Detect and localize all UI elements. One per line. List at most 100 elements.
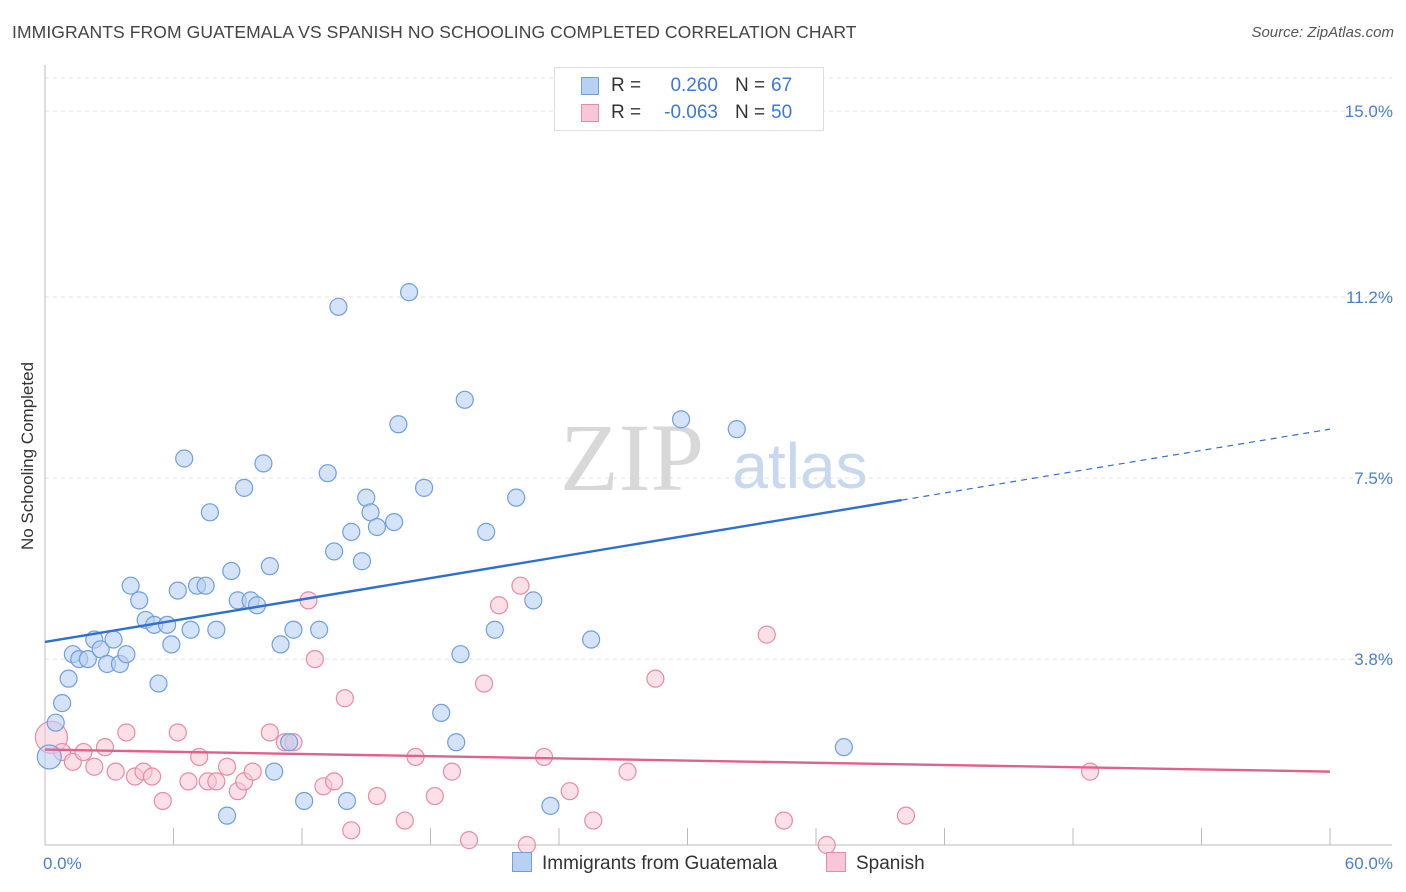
data-point-spanish xyxy=(342,821,361,840)
bottom-legend-swatch-pink xyxy=(826,852,846,872)
data-point-spanish xyxy=(260,723,279,742)
data-point-guatemala xyxy=(265,762,284,781)
data-point-guatemala xyxy=(477,522,496,541)
data-point-guatemala xyxy=(455,390,474,409)
data-point-guatemala xyxy=(295,791,314,811)
data-point-guatemala xyxy=(507,488,526,507)
data-point-guatemala xyxy=(196,576,215,595)
data-point-spanish xyxy=(217,757,237,776)
data-point-guatemala xyxy=(46,713,65,732)
data-point-spanish xyxy=(511,576,530,595)
legend-swatch-blue xyxy=(581,77,599,95)
data-point-spanish xyxy=(335,689,354,708)
data-point-guatemala xyxy=(352,552,372,571)
data-point-guatemala xyxy=(200,503,220,522)
data-point-guatemala xyxy=(399,283,419,302)
data-point-guatemala xyxy=(284,620,303,639)
data-point-guatemala xyxy=(121,576,140,595)
data-point-guatemala xyxy=(834,738,853,757)
data-point-spanish xyxy=(153,791,172,811)
data-point-spanish xyxy=(774,811,793,830)
data-point-guatemala xyxy=(541,796,560,815)
data-point-spanish xyxy=(95,738,115,757)
data-point-spanish xyxy=(243,762,262,781)
data-point-guatemala xyxy=(671,410,691,429)
data-point-spanish xyxy=(646,669,665,688)
data-point-guatemala xyxy=(260,557,279,576)
data-point-guatemala xyxy=(447,733,466,752)
data-point-spanish xyxy=(757,625,776,644)
data-point-guatemala xyxy=(222,561,241,581)
legend-n-value: 50 xyxy=(771,102,793,123)
data-point-spanish xyxy=(305,649,324,669)
trend-line-guatemala xyxy=(44,498,902,644)
data-point-guatemala xyxy=(325,542,344,561)
x-tick-label: 0.0% xyxy=(43,854,82,873)
legend-r-value: 0.260 xyxy=(670,75,718,96)
data-point-guatemala xyxy=(337,791,357,811)
data-point-guatemala xyxy=(342,522,361,541)
data-point-guatemala xyxy=(254,454,273,473)
data-point-spanish xyxy=(1081,762,1100,781)
data-point-guatemala xyxy=(367,517,387,537)
data-point-guatemala xyxy=(582,630,601,649)
data-point-guatemala xyxy=(432,703,451,723)
data-point-spanish xyxy=(207,772,226,791)
data-point-guatemala xyxy=(149,674,168,693)
data-point-spanish xyxy=(584,811,603,830)
watermark: ZIP atlas xyxy=(560,404,868,511)
data-point-spanish xyxy=(425,786,444,806)
bottom-legend-swatch-blue xyxy=(512,852,532,872)
tick-labels: 3.8% 7.5% 11.2% 15.0% 0.0% 60.0% xyxy=(43,102,1393,873)
data-point-guatemala xyxy=(384,513,404,532)
data-point-guatemala xyxy=(310,620,329,639)
data-point-guatemala xyxy=(130,591,149,610)
data-point-guatemala xyxy=(104,630,123,649)
bottom-legend-spanish: Spanish xyxy=(826,852,925,875)
data-point-spanish xyxy=(179,772,198,791)
legend-r-label: R = xyxy=(611,102,642,123)
bottom-legend-guatemala: Immigrants from Guatemala xyxy=(512,852,777,875)
data-point-spanish xyxy=(395,811,414,830)
correlation-legend: R = 0.260 N = 67 R = -0.063 N = 50 xyxy=(554,67,824,131)
trend-line-spanish xyxy=(44,748,1331,773)
data-point-guatemala xyxy=(414,478,434,497)
axes xyxy=(44,65,1392,846)
series-spanish xyxy=(34,576,1100,855)
bottom-legend-label-guatemala: Immigrants from Guatemala xyxy=(542,853,778,874)
trend-lines xyxy=(44,428,1331,773)
data-point-guatemala xyxy=(53,694,72,713)
data-point-guatemala xyxy=(329,297,348,316)
y-tick-label: 15.0% xyxy=(1345,102,1393,121)
data-point-guatemala xyxy=(235,478,254,497)
data-point-spanish xyxy=(489,596,509,615)
bottom-legend-label-spanish: Spanish xyxy=(856,853,925,874)
data-point-spanish xyxy=(325,772,344,791)
watermark-atlas: atlas xyxy=(732,430,867,502)
data-point-guatemala xyxy=(485,620,504,639)
chart-source: Source: ZipAtlas.com xyxy=(1251,24,1394,41)
data-point-guatemala xyxy=(389,415,408,434)
y-tick-label: 11.2% xyxy=(1346,288,1393,307)
data-point-guatemala xyxy=(727,420,746,439)
data-point-guatemala xyxy=(181,620,200,639)
data-point-spanish xyxy=(117,723,136,742)
data-point-guatemala xyxy=(175,449,194,468)
legend-swatch-pink xyxy=(581,104,599,122)
legend-n-label: N = xyxy=(735,102,766,123)
data-point-spanish xyxy=(817,835,836,855)
data-point-spanish xyxy=(442,762,462,781)
x-tick-label: 60.0% xyxy=(1345,854,1393,873)
chart-title: IMMIGRANTS FROM GUATEMALA VS SPANISH NO … xyxy=(12,22,857,42)
data-point-guatemala xyxy=(524,591,543,610)
data-point-guatemala xyxy=(271,635,290,654)
y-tick-label: 7.5% xyxy=(1354,469,1393,488)
data-point-spanish xyxy=(618,762,637,781)
legend-n-value: 67 xyxy=(771,75,793,96)
grid-lines xyxy=(45,77,1392,660)
data-point-spanish xyxy=(459,831,479,850)
data-point-guatemala xyxy=(217,806,237,825)
data-point-guatemala xyxy=(59,669,78,688)
legend-r-value: -0.063 xyxy=(664,102,718,123)
